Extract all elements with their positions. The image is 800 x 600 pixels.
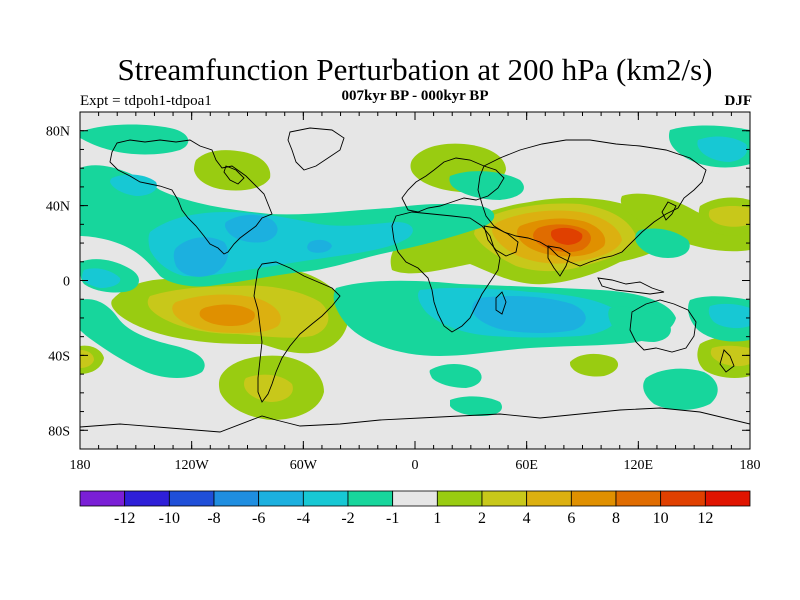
contour-negative-band	[429, 364, 482, 388]
x-tick-label: 180	[70, 458, 91, 473]
contour-negative-band	[697, 136, 748, 162]
coastline-hudson-bay	[223, 165, 245, 185]
colorbar-swatch	[570, 490, 617, 507]
contour-negative-band	[110, 174, 157, 196]
contour-fill	[80, 124, 750, 420]
colorbar-swatch	[526, 490, 572, 507]
colorbar: -12 -10 -8 -6 -4 -2 -1 1 2 4 6 8 10 12	[79, 490, 751, 527]
coastline-australia	[629, 299, 697, 353]
x-tick-label: 120W	[175, 458, 210, 473]
colorbar-label: 12	[697, 510, 713, 527]
season-label: DJF	[724, 93, 753, 109]
colorbar-label: -2	[341, 510, 354, 527]
colorbar-label: -12	[114, 510, 135, 527]
contour-positive-band	[570, 353, 619, 377]
contour-positive-band	[194, 150, 271, 191]
y-tick-label: 80N	[46, 125, 70, 140]
colorbar-label: 1	[433, 510, 441, 527]
coastline-antarctica	[80, 407, 750, 433]
colorbar-label: 2	[478, 510, 486, 527]
axis-tick-labels: 180 120W 60W 0 60E 120E 180 80N 40N 0 40S 80S	[46, 125, 761, 473]
x-tick-label: 180	[740, 458, 761, 473]
colorbar-swatch	[347, 490, 394, 507]
contour-negative-band	[708, 303, 750, 329]
contour-positive-band	[551, 227, 583, 245]
colorbar-label: -10	[159, 510, 180, 527]
contour-positive-band	[199, 304, 255, 326]
colorbar-swatch	[436, 490, 483, 507]
colorbar-label: -1	[386, 510, 399, 527]
coastline-japan	[661, 201, 677, 221]
contour-negative-band	[449, 171, 524, 200]
colorbar-label: -4	[297, 510, 310, 527]
contour-positive-band	[708, 206, 750, 227]
y-tick-label: 80S	[48, 424, 70, 439]
contour-positive-band	[80, 350, 94, 368]
contour-negative-band	[643, 368, 718, 410]
experiment-label: Expt = tdpoh1-tdpoa1	[80, 93, 212, 109]
contour-negative-band	[82, 268, 121, 288]
contour-positive-band	[244, 374, 293, 402]
colorbar-swatch	[704, 490, 751, 507]
colorbar-swatch	[124, 490, 170, 507]
colorbar-swatch	[213, 490, 260, 507]
coastline-arabia	[483, 225, 519, 257]
x-tick-label: 60W	[290, 458, 318, 473]
contour-negative-band	[472, 296, 586, 333]
map-area: 180 120W 60W 0 60E 120E 180 80N 40N 0 40S 80S	[46, 111, 761, 473]
contour-positive-band	[620, 193, 750, 252]
colorbar-label: -6	[252, 510, 265, 527]
y-tick-label: 40N	[46, 200, 70, 215]
coastline-indonesia	[597, 277, 665, 295]
contour-negative-band	[80, 299, 205, 378]
contour-negative-band	[635, 228, 690, 258]
colorbar-swatch	[392, 490, 438, 507]
coastline-madagascar	[495, 291, 507, 315]
coastline-europe	[401, 157, 505, 213]
colorbar-label: -8	[207, 510, 220, 527]
colorbar-label: 8	[612, 510, 620, 527]
contour-negative-band	[608, 306, 671, 342]
contour-negative-band	[307, 239, 332, 253]
axis-ticks	[79, 111, 751, 450]
colorbar-swatch	[660, 490, 706, 507]
contour-negative-band	[173, 237, 229, 277]
colorbar-swatch	[481, 490, 528, 507]
chart-subtitle: 007kyr BP - 000kyr BP	[341, 88, 489, 104]
coastline-north-america	[109, 139, 273, 255]
colorbar-swatch	[258, 490, 304, 507]
coastlines	[80, 127, 750, 433]
y-tick-label: 0	[63, 275, 70, 290]
colorbar-label: 4	[523, 510, 531, 527]
chart-title: Streamfunction Perturbation at 200 hPa (…	[117, 52, 713, 87]
coastline-south-america	[253, 261, 341, 403]
colorbar-swatch	[302, 490, 349, 507]
x-tick-label: 60E	[515, 458, 538, 473]
x-tick-label: 120E	[624, 458, 654, 473]
colorbar-swatch	[79, 490, 126, 507]
contour-negative-band	[450, 396, 502, 416]
contour-negative-band	[80, 124, 189, 155]
colorbar-label: 10	[653, 510, 669, 527]
contour-negative-band	[224, 214, 278, 243]
colorbar-swatch	[168, 490, 215, 507]
coastline-new-zealand	[719, 349, 735, 373]
coastline-africa	[391, 211, 501, 333]
x-tick-label: 0	[412, 458, 419, 473]
colorbar-label: 6	[567, 510, 575, 527]
colorbar-swatch	[615, 490, 662, 507]
y-tick-label: 40S	[48, 349, 70, 364]
coastline-greenland	[287, 127, 345, 171]
coastline-india	[547, 245, 571, 277]
